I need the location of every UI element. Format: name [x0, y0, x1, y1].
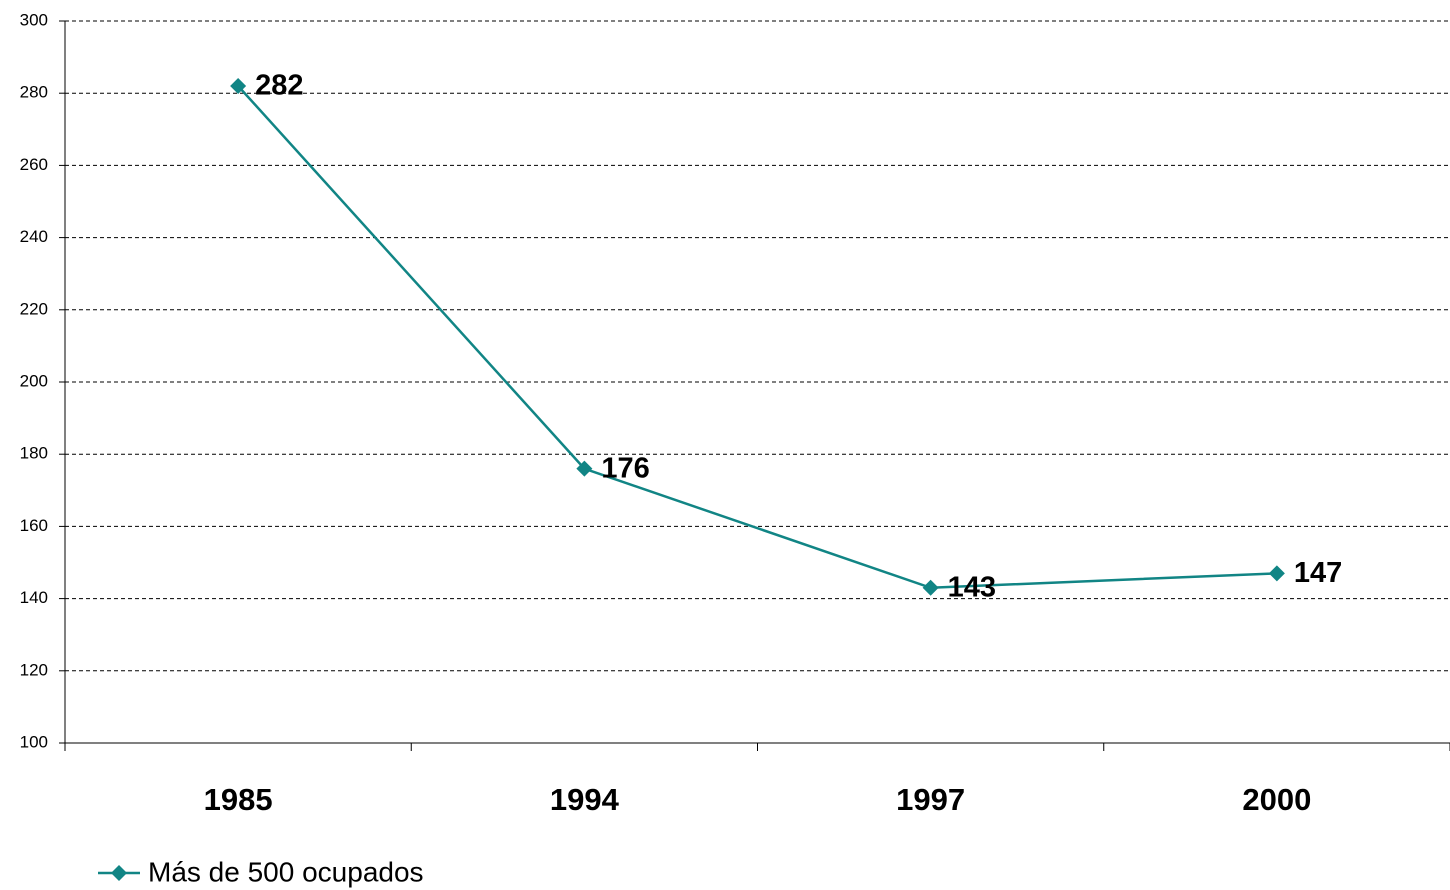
y-tick-label: 300 [20, 10, 48, 29]
point [576, 460, 593, 477]
y-tick-label: 100 [20, 732, 48, 751]
y-tick-label: 140 [20, 588, 48, 607]
y-tick-label: 220 [20, 299, 48, 318]
point [922, 579, 939, 596]
y-tick-label: 240 [20, 227, 48, 246]
y-tick-label: 180 [20, 444, 48, 463]
legend-label: Más de 500 ocupados [148, 856, 424, 887]
y-tick-label: 120 [20, 660, 48, 679]
point [1268, 565, 1285, 582]
y-tick-label: 200 [20, 371, 48, 390]
x-tick-label: 1985 [204, 782, 273, 817]
line [237, 85, 1277, 590]
data-label: 147 [1294, 557, 1342, 589]
data-label: 176 [601, 452, 649, 484]
y-tick-label: 280 [20, 83, 48, 102]
legend-marker [111, 865, 127, 881]
x-tick-label: 2000 [1242, 782, 1311, 817]
data-label: 282 [255, 70, 303, 102]
x-tick-label: 1997 [896, 782, 965, 817]
data-label: 143 [948, 571, 996, 603]
point [230, 77, 247, 94]
x-tick-label: 1994 [550, 782, 620, 817]
y-tick-label: 260 [20, 155, 48, 174]
y-tick-label: 160 [20, 516, 48, 535]
